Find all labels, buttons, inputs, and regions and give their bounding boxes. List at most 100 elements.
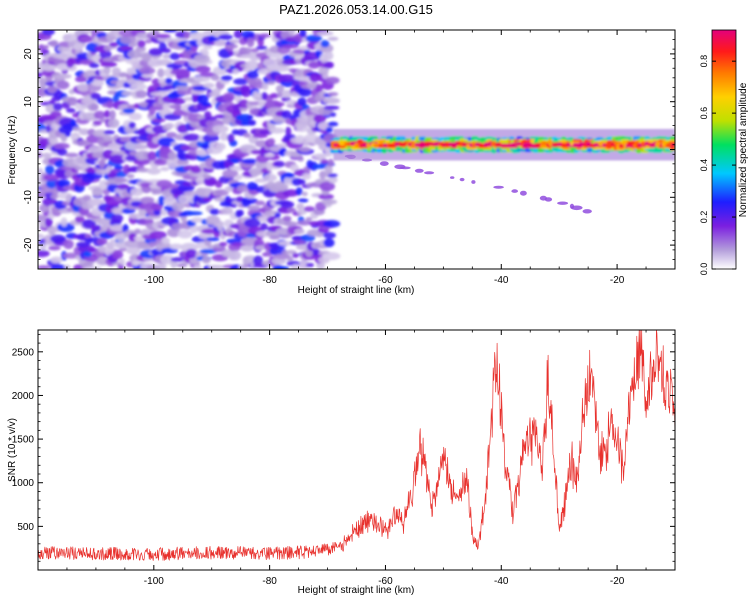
spectrogram-noise-cell xyxy=(84,30,93,34)
spectrogram-noise-cell xyxy=(264,153,275,158)
spectrogram-noise-cell xyxy=(248,119,257,126)
spectrogram-noise-cell xyxy=(56,80,70,90)
spectrogram-noise-cell xyxy=(206,116,217,121)
spectrogram-noise-cell xyxy=(162,54,171,59)
spectrogram-branch-cell xyxy=(459,177,465,182)
spectrogram-noise-cell xyxy=(48,245,61,251)
spectrogram-y-axis-label: Frequency (Hz) xyxy=(7,116,18,185)
spectrogram-noise-cell xyxy=(203,44,213,50)
spectrogram-noise-cell xyxy=(269,93,280,99)
snr-y-axis-label: SNR (10 * v/v) xyxy=(7,418,18,482)
spectrogram-noise-cell xyxy=(323,238,335,248)
spectrogram-noise-cell xyxy=(305,34,323,42)
spectrogram-noise-cell xyxy=(241,158,259,164)
spectrogram-noise-cell xyxy=(208,264,225,269)
spectrogram-noise-cell xyxy=(128,121,136,129)
spectrogram-noise-cell xyxy=(297,209,307,215)
snr-x-axis-label: Height of straight line (km) xyxy=(298,585,415,596)
spectrogram-y-tick-label: 10 xyxy=(23,96,34,108)
spectrogram-noise-cell xyxy=(267,80,276,85)
spectrogram-noise-cell xyxy=(172,201,185,211)
spectrogram-branch-cell xyxy=(557,201,569,205)
spectrogram-noise-cell xyxy=(243,132,251,138)
spectrogram-noise-cell xyxy=(247,205,260,211)
spectrogram-noise-cell xyxy=(219,242,228,247)
spectrogram-noise-cell xyxy=(286,256,294,262)
spectrogram-noise-cell xyxy=(220,75,233,81)
spectrogram-noise-cell xyxy=(162,103,170,110)
spectrogram-noise-cell xyxy=(240,245,255,252)
spectrogram-noise-cell xyxy=(229,39,240,44)
spectrogram-branch-cell xyxy=(379,161,389,167)
spectrogram-noise-cell xyxy=(153,208,161,216)
spectrogram-noise-cell xyxy=(227,133,235,143)
spectrogram-noise-cell xyxy=(195,65,211,74)
spectrogram-x-tick-label: -20 xyxy=(610,275,625,286)
spectrogram-noise-cell xyxy=(273,160,285,168)
spectrogram-noise-cell xyxy=(103,65,111,75)
spectrogram-noise-cell xyxy=(202,174,211,179)
spectrogram-noise-cell xyxy=(281,110,292,119)
spectrogram-noise-cell xyxy=(151,187,164,195)
spectrogram-noise-cell xyxy=(246,37,255,48)
signal-band-cell xyxy=(618,143,624,149)
spectrogram-noise-cell xyxy=(126,173,135,179)
spectrogram-noise-cell xyxy=(187,211,203,216)
spectrogram-noise-cell xyxy=(130,83,147,91)
spectrogram-noise-cell xyxy=(327,121,339,127)
spectrogram-noise-cell xyxy=(161,237,171,245)
spectrogram-noise-cell xyxy=(197,94,209,104)
spectrogram-noise-cell xyxy=(109,42,119,48)
spectrogram-noise-cell xyxy=(89,103,99,112)
spectrogram-y-tick-label: 20 xyxy=(23,48,34,60)
spectrogram-noise-cell xyxy=(316,31,334,36)
spectrogram-noise-cell xyxy=(126,246,141,255)
spectrogram-noise-cell xyxy=(318,66,330,75)
spectrogram-noise-cell xyxy=(206,237,220,242)
spectrogram-noise-cell xyxy=(209,208,220,216)
spectrogram-noise-cell xyxy=(168,151,177,161)
spectrogram-noise-cell xyxy=(109,109,116,120)
spectrogram-noise-cell xyxy=(191,217,204,223)
spectrogram-noise-cell xyxy=(146,167,161,175)
spectrogram-branch-cell xyxy=(511,189,518,193)
spectrogram-noise-cell xyxy=(135,46,146,53)
spectrogram-x-tick-label: -60 xyxy=(378,275,393,286)
spectrogram-noise-cell xyxy=(215,189,229,197)
spectrogram-noise-cell xyxy=(217,221,224,232)
figure-title: PAZ1.2026.053.14.00.G15 xyxy=(279,2,433,17)
spectrogram-noise-cell xyxy=(290,264,301,269)
spectrogram-noise-cell xyxy=(297,88,312,97)
spectrogram-noise-cell xyxy=(250,149,262,155)
spectrogram-noise-cell xyxy=(320,40,330,48)
spectrogram-noise-cell xyxy=(269,235,281,240)
spectrogram-noise-cell xyxy=(233,30,243,39)
spectrogram-noise-cell xyxy=(252,133,268,139)
spectrogram-noise-cell xyxy=(169,52,180,61)
spectrogram-noise-cell xyxy=(214,40,227,47)
spectrogram-noise-cell xyxy=(151,118,166,123)
spectrogram-noise-cell xyxy=(88,145,105,154)
snr-y-tick-label: 1000 xyxy=(12,478,35,489)
spectrogram-noise-cell xyxy=(165,132,178,138)
spectrogram-noise-cell xyxy=(163,30,178,33)
spectrogram-noise-cell xyxy=(160,166,170,172)
spectrogram-noise-cell xyxy=(75,215,85,223)
spectrogram-noise-cell xyxy=(45,164,55,175)
spectrogram-noise-cell xyxy=(267,138,276,146)
spectrogram-noise-cell xyxy=(213,197,228,202)
spectrogram-noise-cell xyxy=(137,40,146,48)
spectrogram-noise-cell xyxy=(193,264,202,269)
spectrogram-noise-cell xyxy=(199,248,218,254)
spectrogram-noise-cell xyxy=(165,77,173,85)
spectrogram-signal-band xyxy=(330,128,675,161)
spectrogram-noise-cell xyxy=(66,108,76,113)
spectrogram-noise-cell xyxy=(50,234,66,243)
snr-x-tick-label: -40 xyxy=(494,576,509,587)
spectrogram-noise-cell xyxy=(114,177,128,183)
spectrogram-noise-cell xyxy=(303,206,315,212)
spectrogram-noise-cell xyxy=(90,93,101,100)
spectrogram-branch-cell xyxy=(520,190,527,196)
spectrogram-noise-cell xyxy=(212,88,222,94)
spectrogram-noise-cell xyxy=(201,102,212,107)
